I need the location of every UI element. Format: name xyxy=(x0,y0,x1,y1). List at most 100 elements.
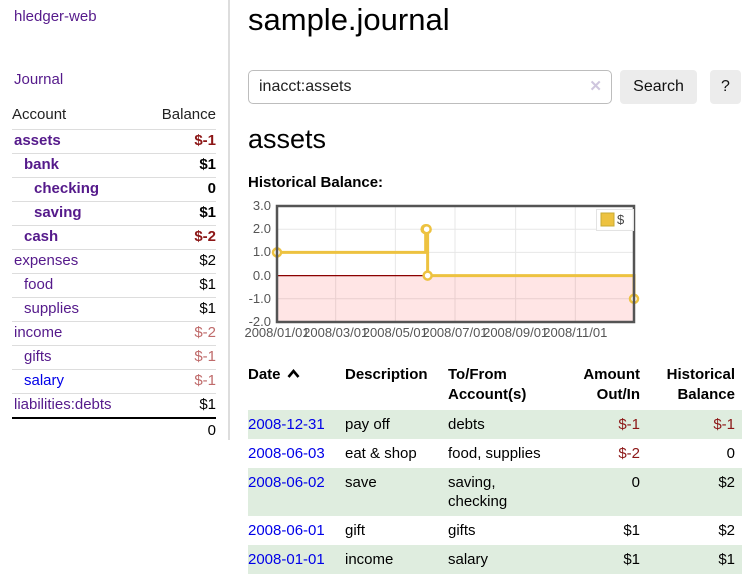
register-header-date[interactable]: Date xyxy=(248,362,345,410)
transaction-date-link[interactable]: 2008-12-31 xyxy=(248,416,325,433)
register-header-balance: Historical Balance xyxy=(666,366,735,403)
search-input[interactable] xyxy=(248,70,612,104)
x-axis-tick-label: 2008/11/01 xyxy=(543,325,608,340)
search-input-wrap: ✕ xyxy=(248,70,612,104)
help-button[interactable]: ? xyxy=(710,70,741,104)
page-title: sample.journal xyxy=(248,2,450,37)
chart-canvas: $ xyxy=(271,204,640,324)
y-axis-tick-label: 3.0 xyxy=(252,198,271,213)
account-row: saving $1 xyxy=(12,201,216,225)
account-row: bank $1 xyxy=(12,153,216,177)
account-balance: $1 xyxy=(199,204,216,221)
transaction-date-link[interactable]: 2008-06-02 xyxy=(248,474,325,491)
cell-description: income xyxy=(345,545,448,574)
cell-accounts: food, supplies xyxy=(448,445,541,462)
app-title-link[interactable]: hledger-web xyxy=(14,8,97,25)
account-row: assets $-1 xyxy=(12,129,216,153)
cell-balance: 0 xyxy=(726,445,735,462)
accounts-header-balance: Balance xyxy=(161,106,216,123)
legend-series-swatch xyxy=(600,212,615,227)
account-row: income $-2 xyxy=(12,321,216,345)
account-balance: $-1 xyxy=(194,348,216,365)
cell-accounts: gifts xyxy=(448,522,476,539)
cell-balance: $1 xyxy=(647,545,742,574)
y-axis-tick-label: -1.0 xyxy=(248,290,271,306)
cell-accounts: saving, checking xyxy=(448,468,565,516)
register-table: Date Description To/From Account(s) Amou… xyxy=(248,362,742,574)
cell-amount: 0 xyxy=(565,468,647,516)
y-axis-tick-label: -2.0 xyxy=(248,314,271,329)
account-balance: $-1 xyxy=(194,372,216,389)
chart-title: Historical Balance: xyxy=(248,174,384,191)
y-axis-tick-label: 2.0 xyxy=(252,221,271,237)
legend-series-label: $ xyxy=(617,212,625,227)
accounts-rows: assets $-1 bank $1 checking 0 saving $1 cash $-2 e… xyxy=(12,129,216,417)
account-link[interactable]: assets xyxy=(14,132,61,149)
accounts-header-account: Account xyxy=(12,106,67,123)
register-header-amount: Amount Out/In xyxy=(583,366,640,403)
account-balance: $1 xyxy=(199,156,216,173)
account-balance: $1 xyxy=(199,276,216,293)
account-row: food $1 xyxy=(12,273,216,297)
account-link[interactable]: cash xyxy=(24,228,59,245)
cell-date: 2008-12-31 xyxy=(248,410,345,439)
account-link[interactable]: food xyxy=(24,276,54,293)
accounts-table: Account Balance assets $-1 bank $1 checking 0… xyxy=(12,104,216,441)
register-row: 2008-12-31 pay off debts $-1 $-1 xyxy=(248,410,742,439)
clear-search-icon[interactable]: ✕ xyxy=(589,78,602,95)
account-heading: assets xyxy=(248,124,327,154)
sort-ascending-icon xyxy=(287,365,300,385)
register-header-row: Date Description To/From Account(s) Amou… xyxy=(248,362,742,410)
sidebar: hledger-web Journal Account Balance asse… xyxy=(0,0,230,440)
account-row: liabilities:debts $1 xyxy=(12,393,216,417)
account-balance: $-2 xyxy=(194,324,216,341)
x-axis-tick-label: 2008/05/01 xyxy=(362,325,428,340)
cell-description: pay off xyxy=(345,410,448,439)
transaction-date-link[interactable]: 2008-01-01 xyxy=(248,551,325,568)
account-link[interactable]: liabilities:debts xyxy=(14,396,112,413)
register-header-description: Description xyxy=(345,366,428,383)
account-row: checking 0 xyxy=(12,177,216,201)
register-row: 2008-06-03 eat & shop food, supplies $-2 0 xyxy=(248,439,742,468)
register-row: 2008-06-02 save saving, checking 0 $2 xyxy=(248,468,742,516)
account-link[interactable]: checking xyxy=(34,180,100,197)
account-balance: $2 xyxy=(199,252,216,269)
account-link[interactable]: supplies xyxy=(24,300,80,317)
account-row: cash $-2 xyxy=(12,225,216,249)
cell-balance: $2 xyxy=(647,468,742,516)
cell-balance: $-1 xyxy=(647,410,742,439)
cell-balance: $2 xyxy=(718,522,735,539)
x-axis-tick-label: 2008/01/01 xyxy=(244,325,310,340)
cell-date: 2008-06-02 xyxy=(248,468,345,516)
account-row: salary $-1 xyxy=(12,369,216,393)
cell-description: gift xyxy=(345,522,366,539)
cell-date: 2008-06-01 xyxy=(248,516,345,545)
transaction-date-link[interactable]: 2008-06-01 xyxy=(248,522,325,539)
cell-date: 2008-06-03 xyxy=(248,439,345,468)
accounts-total: 0 xyxy=(12,417,216,441)
cell-amount: $1 xyxy=(623,522,640,539)
account-link[interactable]: salary xyxy=(24,372,65,389)
search-form: ✕ Search ? xyxy=(248,70,742,104)
y-axis-tick-label: 1.0 xyxy=(252,244,271,260)
account-link[interactable]: saving xyxy=(34,204,82,221)
account-link[interactable]: bank xyxy=(24,156,60,173)
main-content: sample.journal ✕ Search ? assets Histori… xyxy=(244,0,742,582)
account-balance: $1 xyxy=(199,300,216,317)
sidebar-item-journal[interactable]: Journal xyxy=(14,71,64,88)
account-balance: $1 xyxy=(199,396,216,413)
cell-amount: $1 xyxy=(565,545,647,574)
cell-description: save xyxy=(345,468,448,516)
x-axis-tick-label: 2008/07/01 xyxy=(422,325,488,340)
cell-accounts: debts xyxy=(448,410,565,439)
transaction-date-link[interactable]: 2008-06-03 xyxy=(248,445,325,462)
account-link[interactable]: gifts xyxy=(24,348,52,365)
cell-accounts: salary xyxy=(448,545,565,574)
account-link[interactable]: income xyxy=(14,324,63,341)
cell-description: eat & shop xyxy=(345,445,417,462)
account-row: gifts $-1 xyxy=(12,345,216,369)
historical-balance-chart: $3.0 2.0 1.0 0.0 -1.0 -2.0 2008/01/01 2008/03/0… xyxy=(244,198,742,350)
account-link[interactable]: expenses xyxy=(14,252,79,269)
search-button[interactable]: Search xyxy=(620,70,697,104)
